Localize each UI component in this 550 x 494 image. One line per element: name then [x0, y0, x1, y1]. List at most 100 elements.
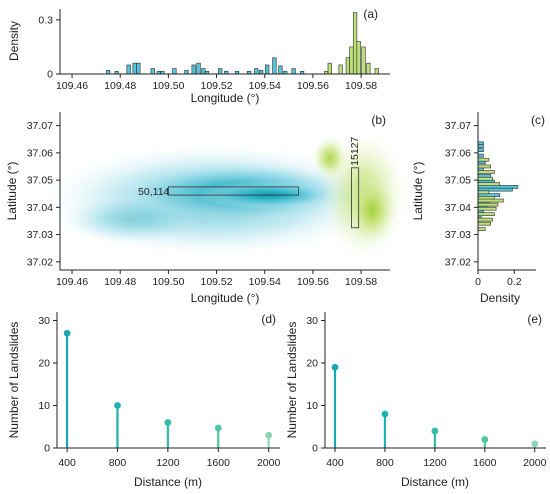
histogram-bar	[366, 62, 371, 75]
histogram-bar	[259, 70, 264, 75]
histogram-bar	[338, 64, 343, 75]
panel-c-xlabel: Density	[480, 291, 520, 305]
x-tick-label: 109.56	[297, 80, 329, 92]
panel-e-stem-chart: 400 800 1200 1600 2000 0 10 20 30 (e) Distance (…	[285, 312, 547, 489]
y-tick-label: 0	[312, 443, 318, 455]
histogram-bar	[477, 144, 484, 148]
histogram-bar	[191, 64, 196, 75]
y-tick-label: 0.3	[38, 14, 53, 26]
x-tick-label: 109.58	[345, 276, 377, 288]
x-tick-label: 109.46	[56, 80, 88, 92]
stem-marker	[381, 410, 389, 418]
x-tick-label: 800	[376, 457, 394, 469]
x-tick-label: 2000	[523, 457, 547, 469]
histogram-bar	[477, 212, 495, 216]
panel-d-stem-chart: 400 800 1200 1600 2000 0 10 20 30 (d) Distance (…	[7, 312, 281, 489]
histogram-bar	[477, 176, 493, 181]
panel-e-axes	[324, 312, 546, 449]
x-tick-label: 109.54	[249, 276, 281, 288]
stem-marker	[431, 427, 439, 435]
histogram-bar	[136, 62, 141, 75]
histogram-bar	[150, 68, 155, 75]
stem-marker	[63, 329, 71, 337]
histogram-bar	[477, 148, 484, 152]
histogram-bar	[477, 164, 491, 169]
box-count-label: 50,114	[138, 186, 169, 198]
histogram-bar	[349, 46, 354, 75]
panel-b-density-field	[45, 131, 406, 259]
histogram-bar	[477, 198, 504, 203]
x-tick-label: 1200	[423, 457, 447, 469]
histogram-bar	[196, 62, 201, 75]
stem-marker	[481, 436, 489, 443]
x-tick-label: 109.54	[249, 80, 281, 92]
panel-a-label: (a)	[363, 7, 378, 21]
x-tick-label: 109.52	[201, 276, 233, 288]
stem-marker	[265, 431, 273, 439]
histogram-bar	[352, 12, 358, 75]
y-tick-label: 37.07	[27, 120, 53, 132]
x-tick-label: 400	[326, 457, 344, 469]
histogram-bar	[218, 68, 223, 75]
x-tick-label: 109.48	[104, 80, 136, 92]
green-density-top	[312, 136, 348, 180]
histogram-bar	[477, 157, 490, 162]
y-tick-label: 37.02	[27, 256, 53, 268]
x-tick-label: 109.56	[297, 276, 329, 288]
panel-a-axes	[59, 9, 390, 75]
blue-density-tail	[60, 196, 200, 244]
y-tick-label: 10	[38, 400, 50, 412]
histogram-bar	[477, 221, 491, 226]
stem-marker	[331, 363, 339, 371]
selection-box	[351, 167, 360, 229]
x-tick-label: 1200	[156, 457, 180, 469]
panel-e-label: (e)	[527, 312, 542, 326]
green-density-core	[348, 176, 396, 244]
histogram-bar	[477, 202, 499, 207]
histogram-bar	[374, 68, 379, 75]
x-tick-label: 109.46	[56, 276, 88, 288]
panel-c-label: (c)	[531, 113, 545, 127]
panel-d-label: (d)	[261, 312, 276, 326]
panel-d-xlabel: Distance (m)	[134, 475, 202, 489]
histogram-bar	[361, 46, 366, 75]
x-tick-label: 109.50	[152, 276, 184, 288]
stem-marker	[531, 440, 539, 448]
histogram-bar	[477, 227, 486, 231]
histogram-bar	[477, 217, 493, 222]
panel-a-longitude-histogram: 109.46 109.48 109.50 109.52 109.54 109.56 109.…	[7, 7, 390, 105]
y-tick-label: 30	[38, 315, 50, 327]
stem-marker	[164, 419, 172, 426]
histogram-bar	[356, 41, 361, 75]
y-tick-label: 37.06	[27, 147, 53, 159]
x-tick-label: 400	[58, 457, 76, 469]
stem-marker	[114, 402, 121, 409]
y-tick-label: 37.04	[445, 202, 471, 214]
y-tick-label: 30	[306, 315, 318, 327]
panel-b-xlabel: Longitude (°)	[191, 291, 260, 305]
panel-b-density-map: 50,114 15127 109.46 109.48 109.50 109.52 109.…	[5, 112, 406, 305]
histogram-bar	[477, 206, 497, 211]
x-tick-label: 109.52	[201, 80, 233, 92]
x-tick-label: 2000	[257, 457, 281, 469]
panel-a-xlabel: Longitude (°)	[191, 91, 260, 105]
histogram-bar	[265, 64, 270, 75]
x-tick-label: 800	[109, 457, 127, 469]
y-tick-label: 37.05	[27, 175, 53, 187]
y-tick-label: 37.02	[445, 256, 471, 268]
panel-d-ylabel: Number of Landslides	[7, 322, 21, 439]
histogram-bar	[272, 57, 277, 75]
x-tick-label: 109.58	[345, 80, 377, 92]
histogram-bar	[477, 170, 495, 174]
y-tick-label: 37.03	[445, 229, 471, 241]
panel-b-ylabel: Latitude (°)	[5, 162, 19, 221]
x-tick-label: 109.50	[152, 80, 184, 92]
stem-marker	[214, 424, 222, 432]
panel-b-label: (b)	[371, 113, 386, 127]
histogram-bar	[291, 68, 296, 75]
histogram-bar	[126, 64, 131, 75]
x-tick-label: 109.48	[104, 276, 136, 288]
panel-c-ylabel: Latitude (°)	[411, 162, 425, 221]
histogram-bar	[201, 68, 206, 75]
